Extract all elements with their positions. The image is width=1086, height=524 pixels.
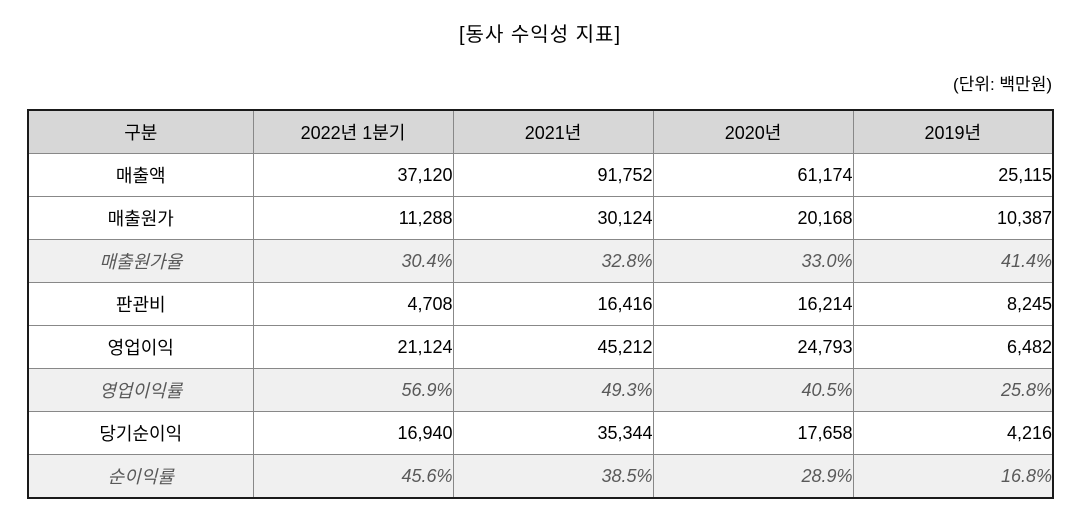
table-row-operating-margin: 영업이익률 56.9% 49.3% 40.5% 25.8%: [27, 368, 1054, 412]
table-row-cogs-ratio: 매출원가율 30.4% 32.8% 33.0% 41.4%: [27, 239, 1054, 283]
value-cell: 25.8%: [852, 368, 1054, 412]
row-label: 영업이익률: [27, 368, 254, 412]
table-row-sga: 판관비 4,708 16,416 16,214 8,245: [27, 282, 1054, 326]
value-cell: 25,115: [852, 153, 1054, 197]
value-cell: 61,174: [652, 153, 854, 197]
value-cell: 30,124: [452, 196, 654, 240]
value-cell: 41.4%: [852, 239, 1054, 283]
value-cell: 4,216: [852, 411, 1054, 455]
value-cell: 40.5%: [652, 368, 854, 412]
table-row-revenue: 매출액 37,120 91,752 61,174 25,115: [27, 153, 1054, 197]
header-cell-2021: 2021년: [452, 109, 654, 154]
row-label: 판관비: [27, 282, 254, 326]
row-label: 순이익률: [27, 454, 254, 499]
value-cell: 33.0%: [652, 239, 854, 283]
value-cell: 20,168: [652, 196, 854, 240]
value-cell: 16,416: [452, 282, 654, 326]
value-cell: 16,214: [652, 282, 854, 326]
row-label: 매출액: [27, 153, 254, 197]
value-cell: 28.9%: [652, 454, 854, 499]
value-cell: 35,344: [452, 411, 654, 455]
value-cell: 11,288: [252, 196, 454, 240]
header-cell-2019: 2019년: [852, 109, 1054, 154]
value-cell: 37,120: [252, 153, 454, 197]
row-label: 매출원가율: [27, 239, 254, 283]
header-cell-2020: 2020년: [652, 109, 854, 154]
value-cell: 21,124: [252, 325, 454, 369]
value-cell: 49.3%: [452, 368, 654, 412]
value-cell: 4,708: [252, 282, 454, 326]
value-cell: 24,793: [652, 325, 854, 369]
table-header-row: 구분 2022년 1분기 2021년 2020년 2019년: [27, 109, 1054, 154]
value-cell: 32.8%: [452, 239, 654, 283]
header-cell-category: 구분: [27, 109, 254, 154]
table-row-net-margin: 순이익률 45.6% 38.5% 28.9% 16.8%: [27, 454, 1054, 499]
row-label: 매출원가: [27, 196, 254, 240]
table-row-cogs: 매출원가 11,288 30,124 20,168 10,387: [27, 196, 1054, 240]
value-cell: 56.9%: [252, 368, 454, 412]
unit-label: (단위: 백만원): [953, 75, 1052, 94]
row-label: 영업이익: [27, 325, 254, 369]
row-label: 당기순이익: [27, 411, 254, 455]
value-cell: 45.6%: [252, 454, 454, 499]
value-cell: 17,658: [652, 411, 854, 455]
page-title: [동사 수익성 지표]: [458, 24, 622, 46]
table-row-net-income: 당기순이익 16,940 35,344 17,658 4,216: [27, 411, 1054, 455]
value-cell: 16.8%: [852, 454, 1054, 499]
value-cell: 6,482: [852, 325, 1054, 369]
value-cell: 16,940: [252, 411, 454, 455]
value-cell: 8,245: [852, 282, 1054, 326]
value-cell: 45,212: [452, 325, 654, 369]
value-cell: 10,387: [852, 196, 1054, 240]
value-cell: 30.4%: [252, 239, 454, 283]
profitability-table: 구분 2022년 1분기 2021년 2020년 2019년 매출액 37,12…: [27, 109, 1054, 499]
value-cell: 91,752: [452, 153, 654, 197]
table-row-operating-profit: 영업이익 21,124 45,212 24,793 6,482: [27, 325, 1054, 369]
value-cell: 38.5%: [452, 454, 654, 499]
header-cell-2022q1: 2022년 1분기: [252, 109, 454, 154]
